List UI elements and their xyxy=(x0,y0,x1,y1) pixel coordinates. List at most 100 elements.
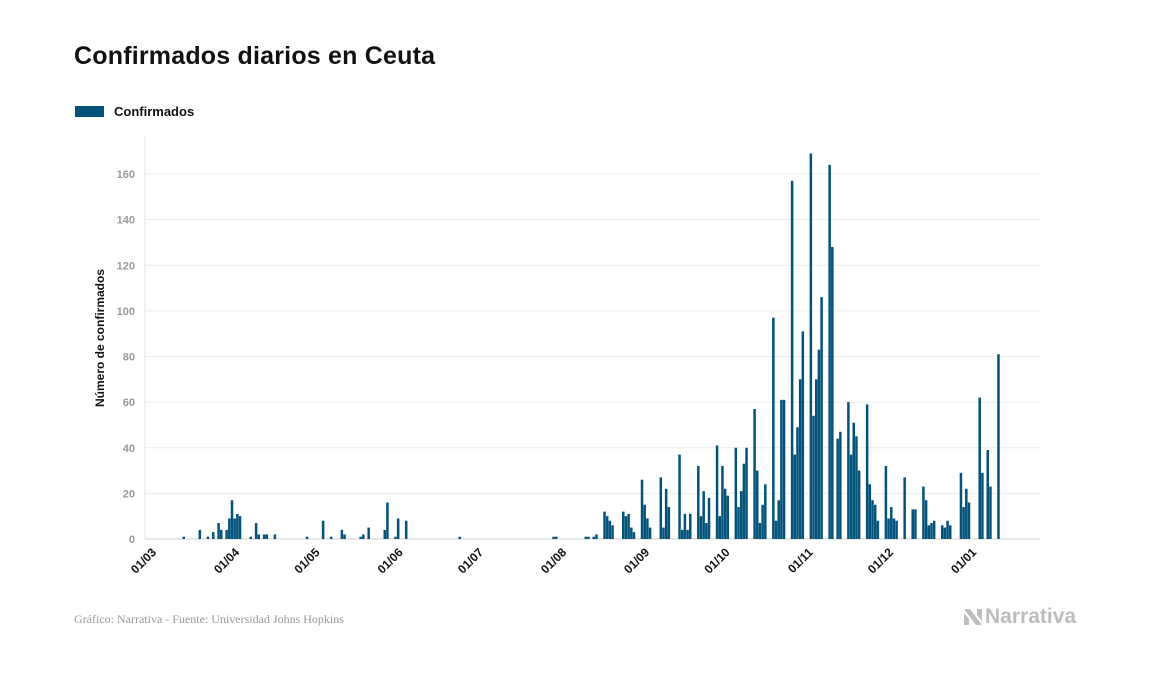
bar xyxy=(697,466,700,539)
bar xyxy=(890,507,893,539)
bar xyxy=(321,520,325,539)
bar xyxy=(624,516,628,539)
bar xyxy=(940,525,944,539)
bar xyxy=(914,509,917,539)
bar xyxy=(305,536,309,539)
bar xyxy=(622,511,625,539)
bar xyxy=(662,527,665,539)
x-tick-label: 01/07 xyxy=(455,545,486,576)
bar xyxy=(895,520,898,539)
bar xyxy=(683,513,687,539)
bar xyxy=(233,518,236,539)
bar xyxy=(780,399,783,539)
bar xyxy=(873,504,877,539)
bar xyxy=(587,536,590,539)
x-tick-label: 01/05 xyxy=(291,545,322,576)
bar xyxy=(986,450,989,539)
y-tick-label: 20 xyxy=(123,488,135,500)
y-tick-label: 160 xyxy=(117,169,135,181)
bar xyxy=(592,536,596,539)
bar xyxy=(686,529,689,539)
y-tick-label: 140 xyxy=(117,215,135,227)
bar xyxy=(948,525,952,539)
source-credit: Gráfico: Narrativa - Fuente: Universidad… xyxy=(74,612,344,626)
bar xyxy=(876,520,880,539)
bar xyxy=(236,513,239,539)
bar xyxy=(989,486,992,539)
bar xyxy=(782,399,786,539)
bar xyxy=(753,408,756,539)
x-tick-label: 01/11 xyxy=(785,545,816,576)
bar xyxy=(723,488,727,539)
bar xyxy=(868,484,872,539)
bar xyxy=(404,520,408,539)
y-tick-label: 0 xyxy=(129,534,135,546)
bar xyxy=(702,491,705,539)
bar xyxy=(978,397,981,539)
bar xyxy=(632,532,636,539)
bar xyxy=(836,438,839,539)
bar xyxy=(965,488,968,539)
bar xyxy=(739,491,743,539)
bar xyxy=(793,454,797,539)
bar xyxy=(764,484,767,539)
bar xyxy=(386,502,389,539)
bar xyxy=(932,520,936,539)
bar xyxy=(911,509,914,539)
bar xyxy=(922,486,925,539)
bar xyxy=(367,527,370,539)
bar xyxy=(745,447,748,539)
bar xyxy=(756,470,759,539)
y-tick-label: 40 xyxy=(123,443,135,455)
bar xyxy=(627,513,630,539)
bar xyxy=(611,525,614,539)
bar xyxy=(798,379,802,539)
bar xyxy=(555,536,558,539)
y-tick-label: 80 xyxy=(123,352,135,364)
bar xyxy=(849,454,853,539)
bar xyxy=(847,402,850,539)
bar xyxy=(664,488,668,539)
bar xyxy=(828,164,831,539)
bar xyxy=(865,404,869,539)
bar xyxy=(777,500,780,539)
bar xyxy=(225,529,228,539)
bar xyxy=(254,523,258,539)
narrativa-n-icon xyxy=(964,609,982,625)
bar xyxy=(814,379,818,539)
bar xyxy=(734,447,738,539)
bar xyxy=(584,536,587,539)
bar xyxy=(640,479,644,539)
bar xyxy=(643,504,646,539)
bar xyxy=(458,536,462,539)
bar xyxy=(605,516,609,539)
bar xyxy=(595,534,598,539)
bar xyxy=(705,523,708,539)
bar xyxy=(721,466,724,539)
bar xyxy=(182,536,185,539)
bar xyxy=(943,527,947,539)
x-tick-label: 01/09 xyxy=(621,545,652,576)
bar xyxy=(678,454,681,539)
bar xyxy=(603,511,606,539)
bar xyxy=(689,513,692,539)
bar xyxy=(809,153,813,539)
bar xyxy=(630,527,633,539)
bar xyxy=(265,534,269,539)
logo-text: Narrativa xyxy=(985,605,1077,628)
bar xyxy=(552,536,555,539)
bar xyxy=(715,445,719,539)
legend-label: Confirmados xyxy=(114,104,195,119)
bar xyxy=(257,534,261,539)
bar xyxy=(699,516,703,539)
bar xyxy=(198,529,202,539)
bar xyxy=(262,534,266,539)
x-tick-label: 01/04 xyxy=(211,545,242,576)
bar xyxy=(680,529,684,539)
x-tick-label: 01/12 xyxy=(865,545,896,576)
bar xyxy=(707,497,711,539)
bar xyxy=(206,536,210,539)
legend: Confirmados xyxy=(75,104,194,119)
narrativa-logo: Narrativa xyxy=(963,605,1076,629)
